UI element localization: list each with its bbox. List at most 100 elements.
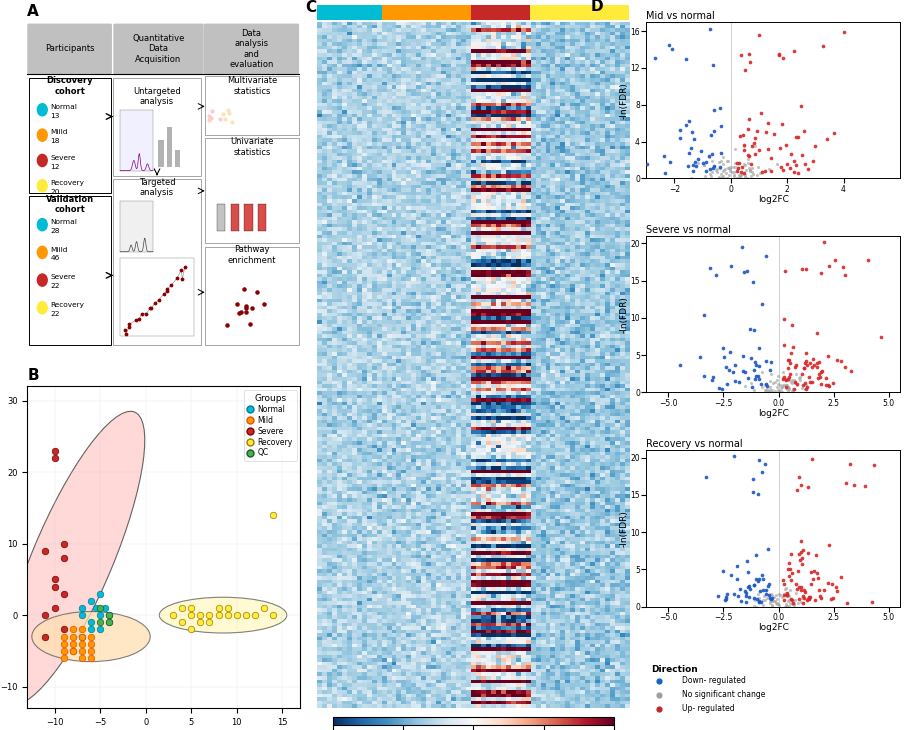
Point bbox=[693, 351, 707, 363]
Point bbox=[785, 597, 800, 609]
Point bbox=[821, 380, 835, 391]
Point bbox=[56, 623, 71, 635]
Point bbox=[771, 599, 785, 611]
Point bbox=[221, 107, 235, 118]
Point bbox=[740, 556, 754, 567]
Ellipse shape bbox=[1, 411, 145, 704]
Point bbox=[694, 145, 708, 157]
Point bbox=[763, 595, 777, 607]
Point bbox=[755, 594, 770, 606]
Point bbox=[751, 369, 765, 381]
Point bbox=[736, 145, 751, 156]
Point bbox=[38, 610, 53, 621]
X-axis label: log2FC: log2FC bbox=[757, 195, 788, 204]
Point bbox=[797, 357, 812, 369]
Point bbox=[786, 385, 801, 396]
Point bbox=[789, 159, 804, 171]
Point bbox=[752, 373, 766, 385]
Point bbox=[746, 384, 761, 396]
Text: Up- regulated: Up- regulated bbox=[682, 704, 734, 713]
Point bbox=[764, 382, 778, 393]
Point bbox=[734, 166, 748, 177]
Point bbox=[760, 380, 774, 391]
Ellipse shape bbox=[32, 612, 150, 661]
Point bbox=[744, 165, 758, 177]
Point bbox=[232, 307, 246, 319]
Point bbox=[762, 588, 776, 600]
Point bbox=[740, 265, 754, 277]
Point bbox=[736, 350, 751, 362]
Bar bbox=[258, 204, 266, 231]
Point bbox=[798, 586, 813, 598]
Point bbox=[756, 584, 771, 596]
Point bbox=[857, 480, 872, 492]
Point bbox=[772, 386, 786, 398]
Point bbox=[800, 359, 814, 371]
Point bbox=[718, 593, 733, 604]
Point bbox=[780, 381, 794, 393]
Point bbox=[220, 602, 235, 614]
Point bbox=[743, 323, 757, 334]
Point bbox=[734, 49, 748, 61]
Point bbox=[743, 164, 757, 176]
Point bbox=[749, 125, 764, 137]
Point bbox=[219, 319, 234, 331]
Point bbox=[723, 163, 737, 174]
Point bbox=[742, 580, 756, 591]
Point bbox=[129, 315, 144, 326]
Point bbox=[764, 589, 779, 601]
Point bbox=[779, 374, 794, 386]
Point bbox=[250, 287, 265, 299]
Point bbox=[673, 359, 687, 371]
Point bbox=[762, 386, 776, 398]
Point bbox=[229, 610, 244, 621]
Point bbox=[139, 308, 154, 320]
Point bbox=[712, 156, 726, 168]
Text: 12: 12 bbox=[51, 164, 60, 169]
Point bbox=[784, 374, 799, 386]
Point bbox=[802, 591, 816, 603]
Point bbox=[810, 567, 824, 579]
Point bbox=[781, 595, 795, 607]
Point bbox=[735, 128, 750, 140]
Point bbox=[767, 385, 782, 397]
Point bbox=[704, 168, 718, 180]
Point bbox=[707, 104, 722, 115]
Point bbox=[834, 571, 849, 583]
Point bbox=[778, 380, 793, 391]
Point bbox=[733, 131, 747, 142]
Point bbox=[743, 56, 757, 68]
Point bbox=[703, 262, 717, 274]
Point bbox=[97, 602, 112, 614]
Point bbox=[756, 573, 771, 585]
Point bbox=[217, 113, 232, 125]
Point bbox=[783, 357, 797, 369]
Point bbox=[787, 376, 802, 388]
Point bbox=[746, 323, 761, 335]
Point bbox=[717, 164, 732, 175]
Point bbox=[243, 318, 257, 330]
Point bbox=[202, 114, 216, 126]
Point bbox=[737, 65, 752, 77]
Point bbox=[705, 166, 720, 177]
Point bbox=[746, 600, 761, 612]
Point bbox=[780, 158, 794, 170]
Point bbox=[84, 645, 98, 657]
Point bbox=[805, 376, 820, 388]
FancyBboxPatch shape bbox=[205, 139, 299, 243]
Point bbox=[702, 152, 716, 164]
Point bbox=[704, 128, 718, 140]
Text: Quantitative
Data
Acquisition: Quantitative Data Acquisition bbox=[132, 34, 185, 64]
Point bbox=[787, 374, 802, 386]
Point bbox=[709, 164, 724, 176]
Point bbox=[775, 380, 790, 391]
Point bbox=[215, 109, 230, 120]
Point bbox=[122, 322, 136, 334]
Point bbox=[773, 142, 787, 153]
Point bbox=[783, 597, 797, 609]
Point bbox=[778, 381, 793, 393]
Point bbox=[795, 590, 810, 602]
Point bbox=[735, 242, 750, 253]
Point bbox=[743, 164, 757, 176]
Point bbox=[791, 131, 805, 142]
